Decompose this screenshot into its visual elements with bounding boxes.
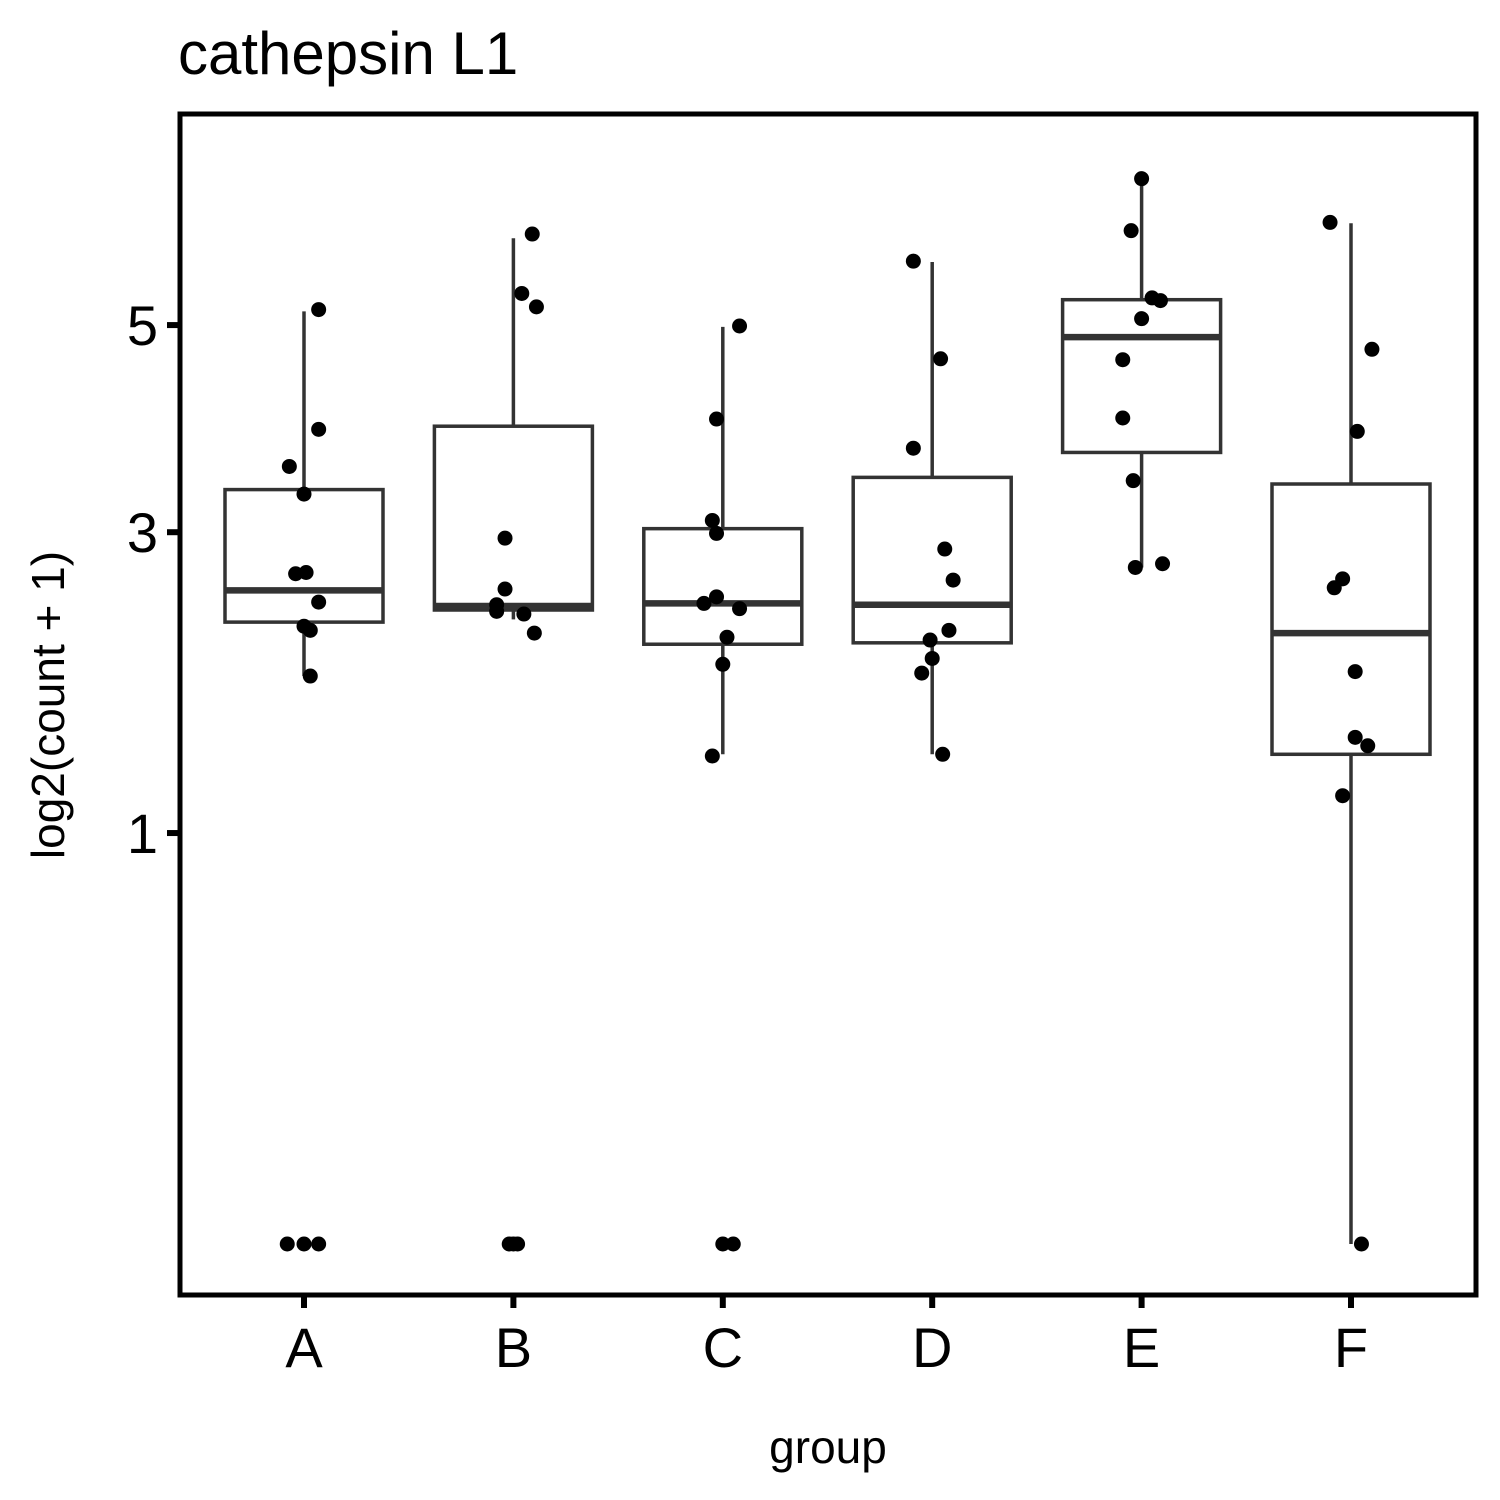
data-point bbox=[1115, 352, 1131, 368]
data-point bbox=[709, 589, 725, 605]
panel-border bbox=[177, 111, 1479, 1298]
data-point bbox=[715, 1236, 731, 1252]
data-point bbox=[933, 351, 949, 367]
x-tick-label: A bbox=[285, 1316, 323, 1379]
box bbox=[851, 475, 1013, 645]
box-group-E bbox=[1060, 178, 1223, 568]
data-point bbox=[1127, 559, 1143, 575]
x-tick-label: E bbox=[1123, 1316, 1160, 1379]
data-point bbox=[311, 421, 327, 437]
box-group-D bbox=[851, 262, 1013, 755]
data-point bbox=[924, 650, 940, 666]
x-axis-title: group bbox=[769, 1421, 887, 1473]
data-point bbox=[732, 601, 748, 617]
box bbox=[642, 526, 804, 646]
data-point bbox=[905, 440, 921, 456]
data-point bbox=[528, 299, 544, 315]
plot-area bbox=[223, 171, 1432, 1252]
points-group-A bbox=[279, 302, 327, 1252]
data-point bbox=[497, 530, 513, 546]
data-point bbox=[1115, 410, 1131, 426]
data-point bbox=[1349, 423, 1365, 439]
data-point bbox=[514, 285, 530, 301]
data-point bbox=[296, 486, 312, 502]
data-point bbox=[905, 253, 921, 269]
box bbox=[223, 487, 385, 624]
data-point bbox=[524, 226, 540, 242]
data-point bbox=[715, 656, 731, 672]
data-point bbox=[704, 748, 720, 764]
points-group-B bbox=[489, 226, 544, 1252]
data-point bbox=[719, 629, 735, 645]
data-point bbox=[935, 746, 951, 762]
data-point bbox=[1322, 214, 1338, 230]
data-point bbox=[1123, 223, 1139, 239]
data-point bbox=[696, 595, 712, 611]
data-point bbox=[1155, 556, 1171, 572]
data-point bbox=[941, 622, 957, 638]
box bbox=[432, 424, 595, 612]
x-tick-label: B bbox=[495, 1316, 532, 1379]
points-group-C bbox=[696, 318, 748, 1252]
x-tick-label: D bbox=[912, 1316, 952, 1379]
data-point bbox=[1364, 341, 1380, 357]
data-point bbox=[516, 606, 532, 622]
x-tick-label: F bbox=[1334, 1316, 1368, 1379]
data-point bbox=[1360, 738, 1376, 754]
data-point bbox=[302, 668, 318, 684]
data-point bbox=[497, 581, 513, 597]
box bbox=[1270, 482, 1432, 757]
data-point bbox=[1347, 729, 1363, 745]
data-point bbox=[704, 512, 720, 528]
box-group-A bbox=[223, 311, 385, 677]
y-axis-title: log2(count + 1) bbox=[22, 551, 74, 859]
data-point bbox=[510, 1236, 526, 1252]
box-group-F bbox=[1270, 223, 1432, 1244]
data-point bbox=[296, 1236, 312, 1252]
data-point bbox=[526, 625, 542, 641]
data-point bbox=[1326, 580, 1342, 596]
box-group-C bbox=[642, 326, 804, 755]
y-tick-label: 3 bbox=[127, 501, 158, 564]
data-point bbox=[1335, 788, 1351, 804]
points-group-E bbox=[1115, 171, 1171, 575]
chart-title: cathepsin L1 bbox=[178, 20, 518, 87]
data-point bbox=[279, 1236, 295, 1252]
data-point bbox=[709, 525, 725, 541]
y-tick-label: 1 bbox=[127, 802, 158, 865]
y-tick-label: 5 bbox=[127, 294, 158, 357]
data-point bbox=[937, 541, 953, 557]
data-point bbox=[311, 594, 327, 610]
data-point bbox=[709, 411, 725, 427]
data-point bbox=[1125, 473, 1141, 489]
data-point bbox=[489, 603, 505, 619]
data-point bbox=[311, 1236, 327, 1252]
data-point bbox=[1353, 1236, 1369, 1252]
data-point bbox=[1152, 293, 1168, 309]
data-point bbox=[732, 318, 748, 334]
data-point bbox=[1134, 171, 1150, 187]
box-group-B bbox=[432, 238, 595, 620]
data-point bbox=[1347, 664, 1363, 680]
data-point bbox=[914, 665, 930, 681]
data-point bbox=[281, 458, 297, 474]
data-point bbox=[725, 1236, 741, 1252]
points-group-D bbox=[905, 253, 961, 762]
data-point bbox=[311, 302, 327, 318]
data-point bbox=[302, 622, 318, 638]
data-point bbox=[922, 632, 938, 648]
axes: 1 3 5 A B C D E F bbox=[127, 294, 1368, 1379]
x-tick-label: C bbox=[703, 1316, 743, 1379]
data-point bbox=[1134, 311, 1150, 327]
data-point bbox=[945, 572, 961, 588]
points-group-F bbox=[1322, 214, 1380, 1252]
data-point bbox=[298, 564, 314, 580]
